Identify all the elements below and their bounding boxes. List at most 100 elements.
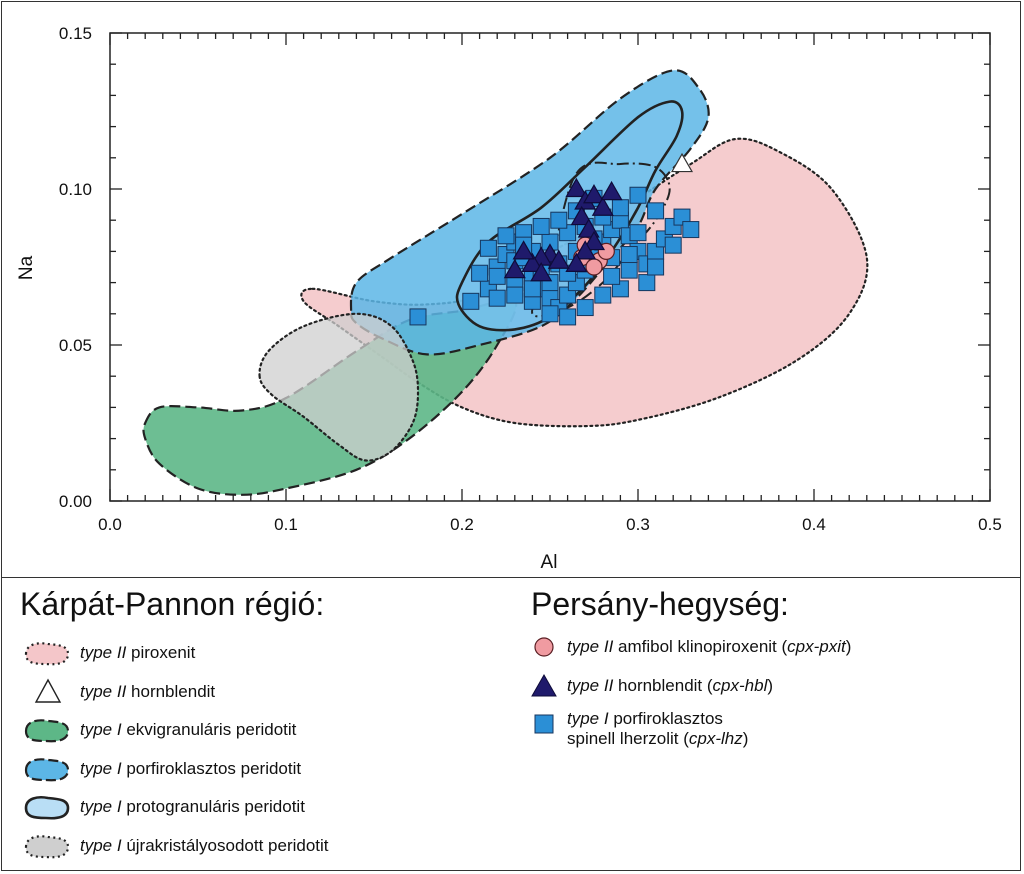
cpx-lhz-point <box>462 292 480 310</box>
cpx-lhz-point <box>479 239 497 257</box>
field-ujrakristalyosodott <box>258 312 420 462</box>
cpx-hbl-point <box>582 230 606 251</box>
cpx-lhz-point <box>471 264 489 282</box>
cpx-pxit-point <box>585 258 603 276</box>
legend-symbol <box>24 719 70 743</box>
axis-ticks: 0.0 0.1 0.2 0.3 0.4 0.5 0.00 0.05 0.10 0.15 <box>59 24 1002 534</box>
cpx-hbl-point <box>582 184 606 204</box>
legend-item-right-0: type II amfibol klinopiroxenit (cpx-pxit… <box>527 630 851 664</box>
blob-grey-icon <box>24 835 70 859</box>
y-tick-label: 0.15 <box>59 24 92 43</box>
cpx-lhz-point <box>629 224 647 242</box>
legend-label: type I protogranuláris peridotit <box>80 797 305 817</box>
legend-divider <box>1 577 1021 578</box>
legend-label: type I újrakristályosodott peridotit <box>80 836 329 855</box>
legend-item-left-3: type I porfiroklasztos peridotit <box>18 752 301 786</box>
cpx-lhz-point <box>682 221 700 239</box>
cpx-hbl-point <box>530 262 553 282</box>
legend-symbol-wrap <box>18 790 74 824</box>
cpx-lhz-point <box>488 267 506 285</box>
legend-symbol <box>34 678 62 703</box>
legend-symbol-wrap <box>527 630 561 664</box>
cpx-lhz-point <box>576 299 594 317</box>
cpx-lhz-point <box>497 227 515 245</box>
legend-item-left-2: type I ekvigranuláris peridotit <box>18 713 296 747</box>
cpx-lhz-point <box>409 308 427 326</box>
legend-label: type II hornblendit <box>80 681 216 701</box>
cpx-lhz-point <box>594 286 612 304</box>
legend-symbol <box>531 673 557 697</box>
cpx-hbl-point <box>574 240 597 260</box>
cpx-lhz-point <box>620 261 638 279</box>
legend-item-left-0: type II piroxenit <box>18 636 195 670</box>
y-tick-label: 0.05 <box>59 336 92 355</box>
y-tick-label: 0.10 <box>59 180 92 199</box>
scatter-plot: 0.0 0.1 0.2 0.3 0.4 0.5 0.00 0.05 0.10 0.15 Al Na <box>16 24 1002 573</box>
cpx-lhz-point <box>647 258 665 276</box>
cpx-hbl-point <box>600 180 623 201</box>
triangle-navy-icon <box>531 673 557 697</box>
legend-label: type I porfiroklasztos peridotit <box>80 758 302 778</box>
legend-symbol-wrap <box>527 669 561 703</box>
x-axis-title: Al <box>541 552 558 573</box>
legend-symbol-wrap <box>527 707 561 741</box>
legend-title-persany: Persány-hegység: <box>531 586 789 622</box>
legend-symbol <box>534 637 554 657</box>
cpx-lhz-point <box>559 308 577 326</box>
legend-item-right-2: type I porfiroklasztos spinell lherzolit … <box>527 707 748 748</box>
cpx-lhz-point <box>664 236 682 254</box>
cpx-lhz-point <box>603 267 621 285</box>
blob-green-icon <box>24 719 70 743</box>
cpx-lhz-point <box>541 305 559 323</box>
legend-symbol-wrap <box>18 713 74 747</box>
cpx-hbl-point <box>512 240 535 260</box>
cpx-lhz-point <box>550 211 568 229</box>
cpx-lhz-point <box>523 280 541 298</box>
legend-label: type II amfibol klinopiroxenit (cpx-pxit… <box>567 637 852 656</box>
x-tick-label: 0.5 <box>978 515 1002 534</box>
blob-blue-icon <box>24 758 70 782</box>
blob-pink-icon <box>24 642 70 666</box>
cpx-hbl-point <box>521 252 544 272</box>
cpx-hbl-point <box>570 205 593 226</box>
cpx-lhz-point <box>620 246 638 264</box>
legend-item-right-1: type II hornblendit (cpx-hbl) <box>527 669 773 703</box>
legend-label: type II piroxenit <box>80 643 196 662</box>
x-tick-label: 0.2 <box>450 515 474 534</box>
legend-symbol-wrap <box>18 752 74 786</box>
legend-label: type I ekvigranuláris peridotit <box>80 720 297 740</box>
legend-symbol-wrap <box>18 675 74 709</box>
hornblendit-ref-point <box>670 152 694 173</box>
triangle-open-icon <box>34 678 62 703</box>
cpx-lhz-point <box>647 202 665 220</box>
legend-label: type II hornblendit (cpx-hbl) <box>567 676 774 695</box>
legend-symbol <box>24 835 70 859</box>
cpx-lhz-point <box>532 217 550 235</box>
legend-label: type I porfiroklasztos spinell lherzolit … <box>567 709 749 748</box>
cpx-hbl-point <box>547 249 570 269</box>
cpx-hbl-point <box>503 258 526 279</box>
legend-title-carpathian: Kárpát-Pannon régió: <box>20 586 325 622</box>
y-axis-title: Na <box>16 255 37 280</box>
cpx-lhz-point <box>629 186 647 204</box>
blob-lightblue-icon <box>24 796 70 820</box>
x-tick-label: 0.1 <box>274 515 298 534</box>
x-tick-label: 0.0 <box>98 515 122 534</box>
legend-item-left-4: type I protogranuláris peridotit <box>18 790 305 824</box>
cpx-hbl-point <box>591 196 614 216</box>
legend-item-left-1: type II hornblendit <box>18 675 215 709</box>
square-blue-icon <box>534 714 554 734</box>
cpx-hbl-point <box>565 252 588 272</box>
cpx-lhz-point <box>506 286 524 304</box>
legend-item-left-5: type I újrakristályosodott peridotit <box>18 829 329 863</box>
legend-symbol <box>24 758 70 782</box>
circle-pink-icon <box>534 637 554 657</box>
point-layer <box>409 152 700 326</box>
legend-symbol <box>24 642 70 666</box>
cpx-lhz-point <box>611 199 629 217</box>
legend-symbol-wrap <box>18 829 74 863</box>
y-tick-label: 0.00 <box>59 492 92 511</box>
legend-symbol-wrap <box>18 636 74 670</box>
cpx-hbl-point <box>565 177 588 198</box>
